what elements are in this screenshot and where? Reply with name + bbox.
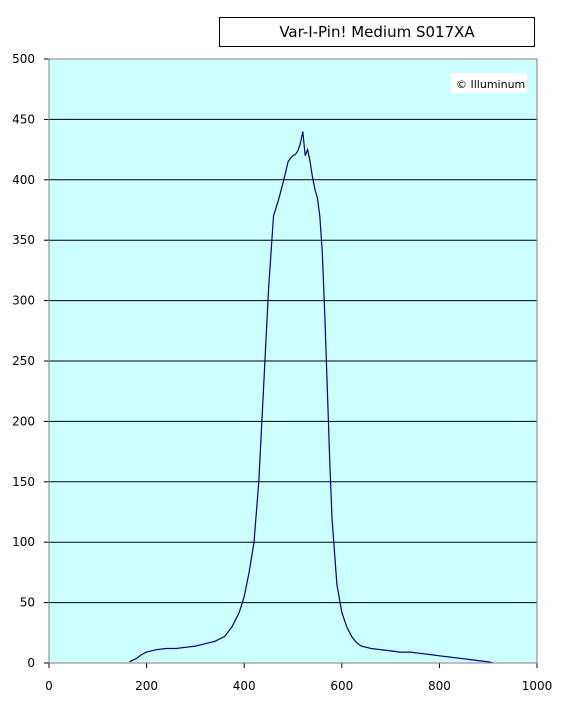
y-tick-label: 0 [27,656,35,670]
series-line [129,131,494,664]
y-tick-label: 50 [20,596,35,610]
y-tick-label: 500 [12,52,35,66]
plot-border [48,58,538,664]
x-tick-label: 0 [45,679,53,693]
chart-title: Var-I-Pin! Medium S017XA [219,17,535,47]
x-tick-label: 800 [428,679,451,693]
y-tick-label: 250 [12,354,35,368]
y-tick-label: 100 [12,535,35,549]
y-axis: 0 50 100 150 200 250 300 350 400 450 500 [12,52,49,670]
watermark-text: © Illuminum [456,78,525,91]
y-tick-label: 300 [12,294,35,308]
y-tick-label: 450 [12,112,35,126]
y-tick-label: 200 [12,414,35,428]
y-tick-label: 150 [12,475,35,489]
x-tick-label: 400 [233,679,256,693]
x-tick-label: 600 [330,679,353,693]
x-tick-label: 1000 [522,679,553,693]
x-axis: 0 200 400 600 800 1000 [45,662,553,693]
y-tick-label: 400 [12,173,35,187]
watermark: © Illuminum [451,73,527,93]
y-tick-label: 350 [12,233,35,247]
x-tick-label: 200 [135,679,158,693]
